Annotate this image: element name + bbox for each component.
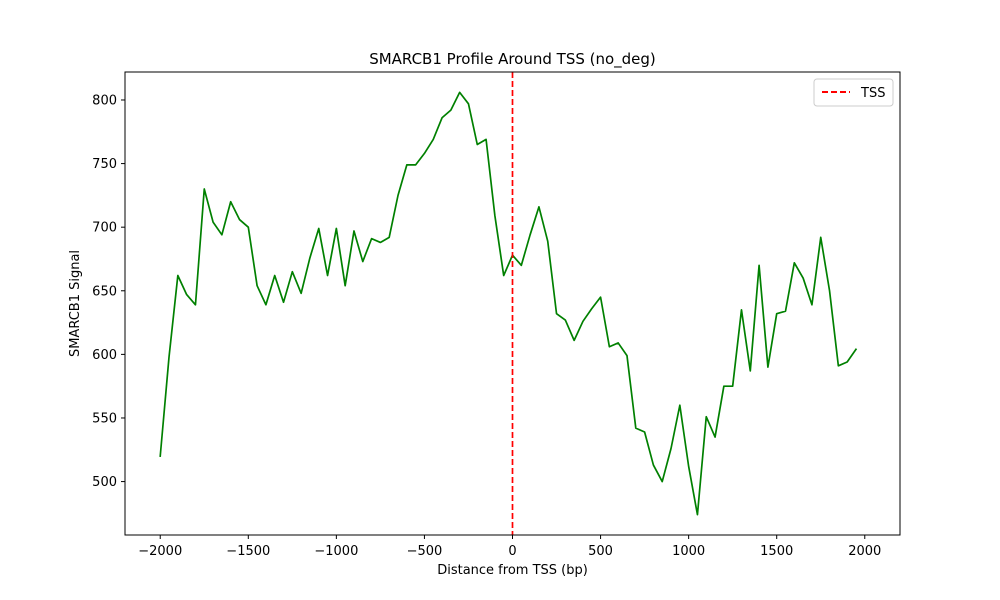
- x-tick-label: 1000: [672, 544, 705, 559]
- legend-box: [813, 78, 894, 107]
- y-tick-label: 500: [92, 475, 117, 490]
- legend: TSS: [813, 78, 894, 107]
- x-axis-label: Distance from TSS (bp): [437, 563, 588, 578]
- y-axis-label: SMARCB1 Signal: [68, 250, 83, 357]
- series-line-0: [159, 91, 858, 516]
- x-tick-label: −1500: [226, 544, 270, 559]
- x-tick-label: 1500: [760, 544, 793, 559]
- y-tick-label: 550: [92, 411, 117, 426]
- x-tick-label: 500: [588, 544, 613, 559]
- y-tick-label: 750: [92, 157, 117, 172]
- chart-title: SMARCB1 Profile Around TSS (no_deg): [369, 50, 656, 69]
- x-tick-label: −500: [407, 544, 443, 559]
- y-tick-label: 700: [92, 221, 117, 236]
- x-tick-label: 2000: [848, 544, 881, 559]
- plot-area: [159, 72, 858, 535]
- y-axis: 500 550 600 650 700 750 800: [92, 93, 125, 490]
- y-tick-label: 800: [92, 93, 117, 108]
- x-tick-label: −1000: [314, 544, 358, 559]
- y-tick-label: 650: [92, 284, 117, 299]
- legend-label: TSS: [860, 86, 885, 101]
- x-axis: −2000 −1500 −1000 −500 0 500 1000 1500 2000: [138, 535, 881, 559]
- y-tick-label: 600: [92, 348, 117, 363]
- x-tick-label: 0: [508, 544, 516, 559]
- x-tick-label: −2000: [138, 544, 182, 559]
